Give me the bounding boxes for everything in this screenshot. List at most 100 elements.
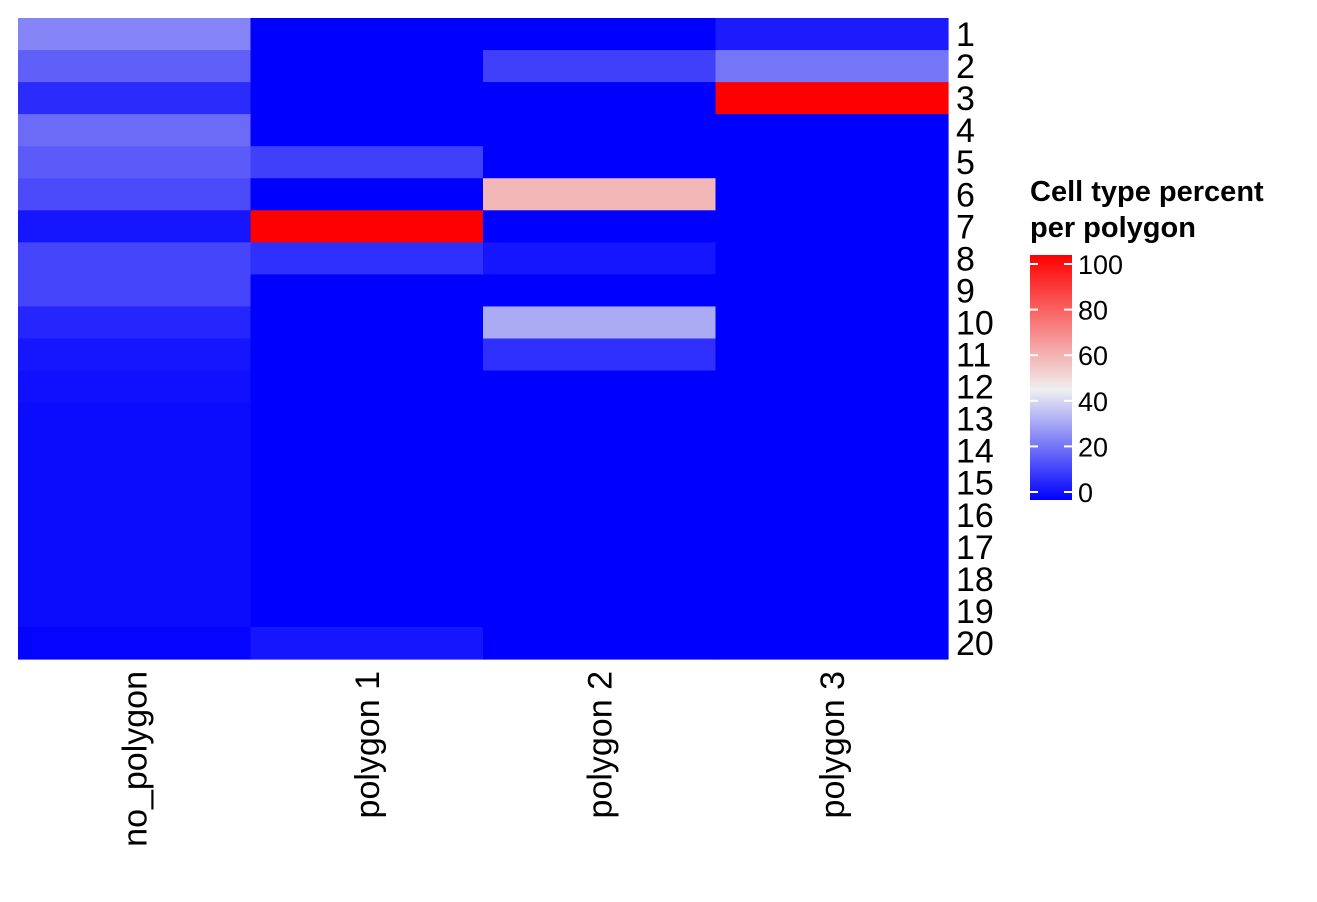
heatmap-cell bbox=[250, 82, 484, 115]
heatmap-cell bbox=[250, 370, 484, 404]
heatmap-cell bbox=[250, 114, 484, 147]
heatmap-cell bbox=[18, 18, 252, 51]
heatmap-cell bbox=[18, 50, 252, 83]
heatmap-cell bbox=[715, 594, 949, 628]
row-label: 20 bbox=[956, 625, 994, 663]
heatmap-cell bbox=[483, 210, 717, 243]
heatmap-cell bbox=[483, 82, 717, 115]
heatmap-cell bbox=[18, 594, 252, 628]
heatmap-cell bbox=[715, 114, 949, 147]
heatmap-cell bbox=[483, 306, 717, 340]
heatmap-cell bbox=[715, 402, 949, 436]
row-label: 17 bbox=[956, 529, 994, 567]
row-label: 10 bbox=[956, 304, 994, 342]
legend-title-line-2: per polygon bbox=[1030, 212, 1196, 244]
heatmap-cell bbox=[715, 274, 949, 308]
row-label: 1 bbox=[956, 16, 975, 54]
heatmap-cell bbox=[250, 562, 484, 596]
heatmap-cell bbox=[250, 146, 484, 179]
heatmap-cell bbox=[483, 242, 717, 275]
heatmap-cell bbox=[250, 50, 484, 83]
heatmap-cell bbox=[715, 82, 949, 115]
row-label: 6 bbox=[956, 176, 975, 214]
row-label: 14 bbox=[956, 433, 994, 471]
heatmap-cell bbox=[18, 242, 252, 275]
heatmap-cell bbox=[483, 338, 717, 372]
legend-colorbar bbox=[1030, 255, 1072, 500]
heatmap-cell bbox=[250, 178, 484, 211]
heatmap-cell bbox=[18, 402, 252, 436]
heatmap-cell bbox=[18, 466, 252, 500]
row-label: 13 bbox=[956, 401, 994, 439]
heatmap-cell bbox=[18, 530, 252, 564]
legend-tick-label: 0 bbox=[1078, 478, 1093, 508]
heatmap-cell bbox=[483, 498, 717, 532]
heatmap-cell bbox=[715, 530, 949, 564]
row-label: 11 bbox=[956, 337, 991, 375]
legend-tick-label: 20 bbox=[1078, 432, 1108, 462]
heatmap-cell bbox=[18, 338, 252, 372]
row-label: 7 bbox=[956, 208, 975, 246]
column-label: polygon 3 bbox=[814, 671, 852, 818]
heatmap-cell bbox=[483, 626, 717, 660]
heatmap-cell bbox=[250, 626, 484, 660]
heatmap-cell bbox=[250, 210, 484, 243]
heatmap-cell bbox=[715, 498, 949, 532]
heatmap-cell bbox=[250, 530, 484, 564]
heatmap-cell bbox=[250, 466, 484, 500]
row-label: 4 bbox=[956, 112, 975, 150]
heatmap-cell bbox=[18, 146, 252, 179]
heatmap-cell bbox=[715, 178, 949, 211]
heatmap-cell bbox=[483, 434, 717, 468]
heatmap-cells bbox=[18, 18, 949, 660]
heatmap-cell bbox=[250, 306, 484, 340]
row-label: 19 bbox=[956, 593, 994, 631]
heatmap-cell bbox=[18, 274, 252, 308]
heatmap-cell bbox=[483, 594, 717, 628]
heatmap-cell bbox=[715, 242, 949, 275]
heatmap-cell bbox=[715, 562, 949, 596]
heatmap-cell bbox=[18, 210, 252, 243]
heatmap-cell bbox=[250, 18, 484, 51]
heatmap-cell bbox=[715, 466, 949, 500]
row-label: 12 bbox=[956, 369, 994, 407]
row-label: 2 bbox=[956, 48, 975, 86]
heatmap-cell bbox=[250, 594, 484, 628]
heatmap-cell bbox=[250, 274, 484, 308]
row-label: 8 bbox=[956, 240, 975, 278]
heatmap-cell bbox=[483, 530, 717, 564]
heatmap-cell bbox=[250, 338, 484, 372]
row-label: 16 bbox=[956, 497, 994, 535]
legend-tick-label: 60 bbox=[1078, 341, 1108, 371]
color-legend: Cell type percent per polygon 0 20 40 60 80 1… bbox=[1030, 176, 1264, 508]
heatmap-cell bbox=[483, 370, 717, 404]
legend-ticks: 0 20 40 60 80 100 bbox=[1030, 250, 1123, 508]
heatmap-cell bbox=[18, 82, 252, 115]
heatmap-cell bbox=[715, 434, 949, 468]
heatmap-cell bbox=[250, 434, 484, 468]
heatmap-cell bbox=[18, 562, 252, 596]
heatmap-cell bbox=[250, 498, 484, 532]
heatmap-cell bbox=[18, 626, 252, 660]
legend-title-line-1: Cell type percent bbox=[1030, 176, 1264, 208]
column-label: polygon 2 bbox=[581, 671, 619, 818]
heatmap-cell bbox=[18, 434, 252, 468]
legend-tick-label: 100 bbox=[1078, 250, 1123, 280]
heatmap-cell bbox=[250, 242, 484, 275]
heatmap-cell bbox=[715, 626, 949, 660]
heatmap-cell bbox=[18, 178, 252, 211]
heatmap-cell bbox=[483, 146, 717, 179]
column-label: polygon 1 bbox=[349, 671, 387, 818]
legend-tick-label: 80 bbox=[1078, 296, 1108, 326]
legend-tick-label: 40 bbox=[1078, 387, 1108, 417]
heatmap-cell bbox=[715, 146, 949, 179]
heatmap-cell bbox=[715, 370, 949, 404]
heatmap-cell bbox=[483, 466, 717, 500]
row-label: 5 bbox=[956, 144, 975, 182]
heatmap-cell bbox=[715, 306, 949, 340]
row-label: 15 bbox=[956, 465, 994, 503]
column-labels: no_polygon polygon 1 polygon 2 polygon 3 bbox=[116, 671, 852, 847]
heatmap-cell bbox=[483, 114, 717, 147]
